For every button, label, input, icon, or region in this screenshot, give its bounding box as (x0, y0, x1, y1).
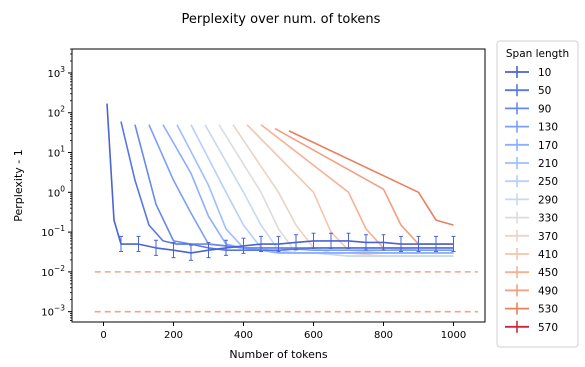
series-10 (106, 103, 456, 261)
legend-item: 250 (505, 175, 558, 188)
plot-area (71, 48, 486, 323)
legend-item: 290 (505, 193, 558, 206)
x-axis-ticks: 0 200 400 600 800 1000 (100, 322, 466, 341)
legend-item: 410 (505, 248, 558, 261)
y-axis-label: Perplexity - 1 (12, 149, 25, 222)
y-tick-label: 10−2 (41, 264, 65, 279)
chart-title: Perplexity over num. of tokens (182, 12, 381, 27)
series-line (288, 130, 454, 226)
x-tick-label: 1000 (441, 330, 466, 341)
series-530 (288, 130, 454, 226)
plot-frame (71, 48, 486, 323)
x-tick-label: 0 (100, 330, 106, 341)
legend-label: 330 (538, 213, 558, 225)
series-line (106, 103, 454, 254)
legend-items: 10 50 90 130 170 210 250 290 330 370 410 450 490 530 5… (505, 66, 558, 334)
legend-label: 290 (538, 194, 558, 206)
legend-item: 10 (505, 66, 551, 79)
series-line (162, 124, 454, 254)
legend-item: 530 (505, 302, 558, 316)
legend-label: 570 (538, 322, 558, 334)
y-tick-label: 10−1 (41, 224, 65, 239)
legend-label: 410 (538, 249, 558, 261)
legend-label: 130 (538, 122, 558, 134)
x-axis-label: Number of tokens (229, 348, 328, 361)
legend-title: Span length (506, 48, 569, 60)
series-layer (106, 103, 456, 261)
x-tick-label: 800 (374, 330, 393, 341)
y-tick-label: 102 (47, 105, 65, 120)
series-line (260, 124, 454, 251)
y-tick-label: 100 (47, 184, 65, 199)
y-axis-ticks: 10−3 10−2 10−1 100 101 102 103 (41, 48, 72, 321)
legend-item: 50 (505, 84, 551, 97)
legend-label: 250 (538, 176, 558, 188)
legend-label: 10 (538, 67, 551, 79)
legend: Span length 10 50 90 130 170 210 250 290 330 370 4… (496, 40, 579, 348)
legend-item: 90 (505, 102, 551, 115)
series-170 (162, 124, 454, 254)
legend-label: 530 (538, 304, 558, 316)
series-450 (260, 124, 454, 251)
legend-label: 490 (538, 285, 558, 297)
legend-label: 90 (538, 103, 551, 115)
y-tick-label: 10−3 (41, 304, 65, 319)
legend-item: 130 (505, 120, 558, 134)
x-tick-label: 200 (164, 330, 183, 341)
legend-item: 570 (505, 320, 558, 334)
y-tick-label: 103 (47, 65, 65, 80)
x-tick-label: 400 (234, 330, 253, 341)
legend-item: 330 (505, 211, 558, 225)
legend-label: 210 (538, 158, 558, 170)
y-tick-label: 101 (47, 145, 65, 160)
legend-label: 450 (538, 267, 558, 279)
legend-item: 450 (505, 266, 558, 279)
legend-item: 210 (505, 157, 558, 170)
legend-label: 370 (538, 231, 558, 243)
legend-item: 370 (505, 229, 558, 243)
legend-item: 490 (505, 284, 558, 297)
legend-label: 170 (538, 140, 558, 152)
x-tick-label: 600 (304, 330, 323, 341)
legend-item: 170 (505, 138, 558, 152)
reference-lines (94, 271, 478, 313)
legend-label: 50 (538, 85, 551, 97)
